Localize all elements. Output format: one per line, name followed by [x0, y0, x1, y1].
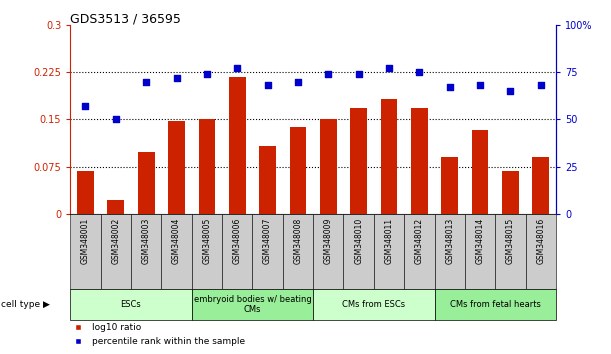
Point — [141, 79, 151, 84]
Point — [111, 116, 121, 122]
Point — [202, 71, 212, 77]
Bar — [138, 152, 155, 214]
Bar — [168, 121, 185, 214]
Bar — [441, 157, 458, 214]
Text: GSM348006: GSM348006 — [233, 218, 242, 264]
Bar — [290, 127, 306, 214]
Bar — [222, 214, 252, 289]
Point — [232, 65, 242, 71]
Text: GSM348016: GSM348016 — [536, 218, 546, 264]
Text: ESCs: ESCs — [120, 300, 141, 309]
Bar — [192, 214, 222, 289]
Text: GSM348007: GSM348007 — [263, 218, 272, 264]
Text: GSM348005: GSM348005 — [202, 218, 211, 264]
Text: cell type ▶: cell type ▶ — [1, 300, 50, 309]
Bar — [404, 214, 434, 289]
Point — [475, 82, 485, 88]
Text: GSM348015: GSM348015 — [506, 218, 515, 264]
Point — [536, 82, 546, 88]
Bar — [343, 214, 374, 289]
Bar — [496, 214, 525, 289]
Text: GSM348001: GSM348001 — [81, 218, 90, 264]
Bar — [70, 289, 192, 320]
Point — [414, 69, 424, 75]
Text: GDS3513 / 36595: GDS3513 / 36595 — [70, 12, 181, 25]
Legend: log10 ratio, percentile rank within the sample: log10 ratio, percentile rank within the … — [65, 320, 249, 349]
Bar — [252, 214, 283, 289]
Bar — [192, 289, 313, 320]
Point — [263, 82, 273, 88]
Text: GSM348011: GSM348011 — [384, 218, 393, 264]
Text: CMs from ESCs: CMs from ESCs — [342, 300, 406, 309]
Bar — [101, 214, 131, 289]
Point — [354, 71, 364, 77]
Bar — [320, 119, 337, 214]
Bar — [374, 214, 404, 289]
Bar — [108, 200, 124, 214]
Bar — [313, 214, 343, 289]
Bar — [434, 289, 556, 320]
Bar — [77, 171, 94, 214]
Point — [172, 75, 181, 81]
Text: GSM348002: GSM348002 — [111, 218, 120, 264]
Bar — [259, 146, 276, 214]
Text: GSM348008: GSM348008 — [293, 218, 302, 264]
Text: GSM348004: GSM348004 — [172, 218, 181, 264]
Bar — [411, 108, 428, 214]
Point — [505, 88, 515, 94]
Point — [81, 103, 90, 109]
Text: GSM348009: GSM348009 — [324, 218, 333, 264]
Bar — [131, 214, 161, 289]
Point — [293, 79, 303, 84]
Point — [323, 71, 333, 77]
Bar — [472, 130, 488, 214]
Bar — [350, 108, 367, 214]
Bar — [313, 289, 434, 320]
Text: embryoid bodies w/ beating
CMs: embryoid bodies w/ beating CMs — [194, 295, 311, 314]
Point — [384, 65, 394, 71]
Bar — [525, 214, 556, 289]
Bar — [229, 76, 246, 214]
Bar — [465, 214, 496, 289]
Text: GSM348013: GSM348013 — [445, 218, 454, 264]
Text: CMs from fetal hearts: CMs from fetal hearts — [450, 300, 541, 309]
Bar — [381, 99, 397, 214]
Bar — [283, 214, 313, 289]
Text: GSM348012: GSM348012 — [415, 218, 424, 264]
Bar — [532, 157, 549, 214]
Text: GSM348003: GSM348003 — [142, 218, 151, 264]
Bar — [70, 214, 101, 289]
Text: GSM348010: GSM348010 — [354, 218, 363, 264]
Text: GSM348014: GSM348014 — [475, 218, 485, 264]
Bar — [161, 214, 192, 289]
Bar — [199, 119, 215, 214]
Bar — [434, 214, 465, 289]
Bar — [502, 171, 519, 214]
Point — [445, 85, 455, 90]
